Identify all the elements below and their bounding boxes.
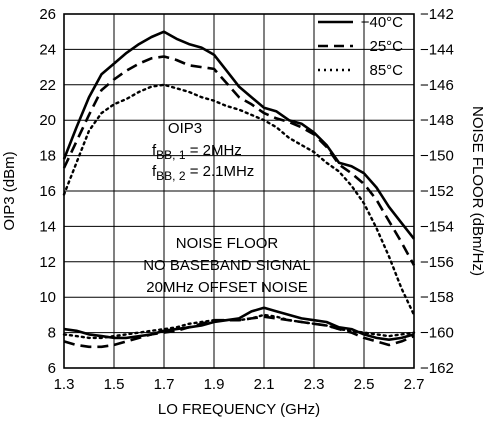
legend-label-85: 85°C [369,62,403,79]
y-tick-label-left: 22 [39,77,56,94]
y-tick-label-left: 16 [39,183,56,200]
noise-line-3: 20MHz OFFSET NOISE [146,279,307,296]
y-tick-label-right: −162 [420,360,454,377]
y-axis-label-left: OIP3 (dBm) [1,151,18,230]
x-tick-label: 1.9 [204,376,225,393]
oip3-annotation: OIP3 fBB, 1 = 2MHz fBB, 2 = 2.1MHz [152,120,254,183]
x-tick-label: 1.7 [154,376,175,393]
y-tick-label-left: 26 [39,6,56,23]
fbb2-main: f [152,163,157,180]
legend-label-minus40: −40°C [361,14,403,31]
y-tick-label-left: 8 [48,325,56,342]
x-tick-label: 2.5 [354,376,375,393]
y-tick-label-right: −150 [420,148,454,165]
x-tick-label: 2.7 [404,376,425,393]
y-tick-label-right: −152 [420,183,454,200]
y-tick-label-right: −146 [420,77,454,94]
x-axis-label: LO FREQUENCY (GHz) [158,401,320,418]
fbb2-subscript: BB, 2 [156,169,186,183]
x-tick-label: 2.3 [304,376,325,393]
fbb1-main: f [152,142,157,159]
legend: −40°C 25°C 85°C [318,14,403,79]
y-axis-label-right: NOISE FLOOR (dBm/Hz) [469,106,486,276]
noise-floor-annotation: NOISE FLOOR NO BASEBAND SIGNAL 20MHz OFF… [143,235,311,296]
fbb1-label: fBB, 1 = 2MHz [152,142,242,162]
oip3-title: OIP3 [168,120,202,137]
x-tick-label: 1.5 [104,376,125,393]
legend-label-25: 25°C [369,38,403,55]
y-tick-label-left: 10 [39,289,56,306]
oip3-series-85c [62,83,416,317]
y-tick-label-right: −148 [420,112,454,129]
noise-series-85c [62,313,416,340]
y-tick-label-right: −156 [420,254,454,271]
y-tick-label-left: 24 [39,41,56,58]
y-tick-label-right: −158 [420,289,454,306]
oip3-series-minus40c [62,30,416,240]
x-tick-label: 1.3 [54,376,75,393]
x-tick-label: 2.1 [254,376,275,393]
fbb2-label: fBB, 2 = 2.1MHz [152,163,254,183]
y-tick-label-right: −144 [420,41,454,58]
plot-frame [63,13,415,369]
oip3-series-25c [62,55,416,266]
series-layer [62,30,416,349]
y-tick-label-right: −160 [420,325,454,342]
fbb1-subscript: BB, 1 [156,148,186,162]
fbb1-value: = 2MHz [186,142,242,159]
y-tick-label-left: 20 [39,112,56,129]
y-tick-label-left: 18 [39,148,56,165]
noise-line-1: NOISE FLOOR [176,235,279,252]
y-tick-label-right: −154 [420,218,454,235]
y-tick-label-left: 6 [48,360,56,377]
y-tick-label-left: 14 [39,218,56,235]
grid [64,14,414,368]
noise-line-2: NO BASEBAND SIGNAL [143,257,311,274]
fbb2-value: = 2.1MHz [186,163,255,180]
y-tick-label-right: −142 [420,6,454,23]
y-tick-label-left: 12 [39,254,56,271]
tick-labels: 1.3 1.5 1.7 1.9 2.1 2.3 2.5 2.7 6 8 10 12 14 16 18 20 22… [39,6,453,393]
noise-series-minus40c [63,306,415,342]
